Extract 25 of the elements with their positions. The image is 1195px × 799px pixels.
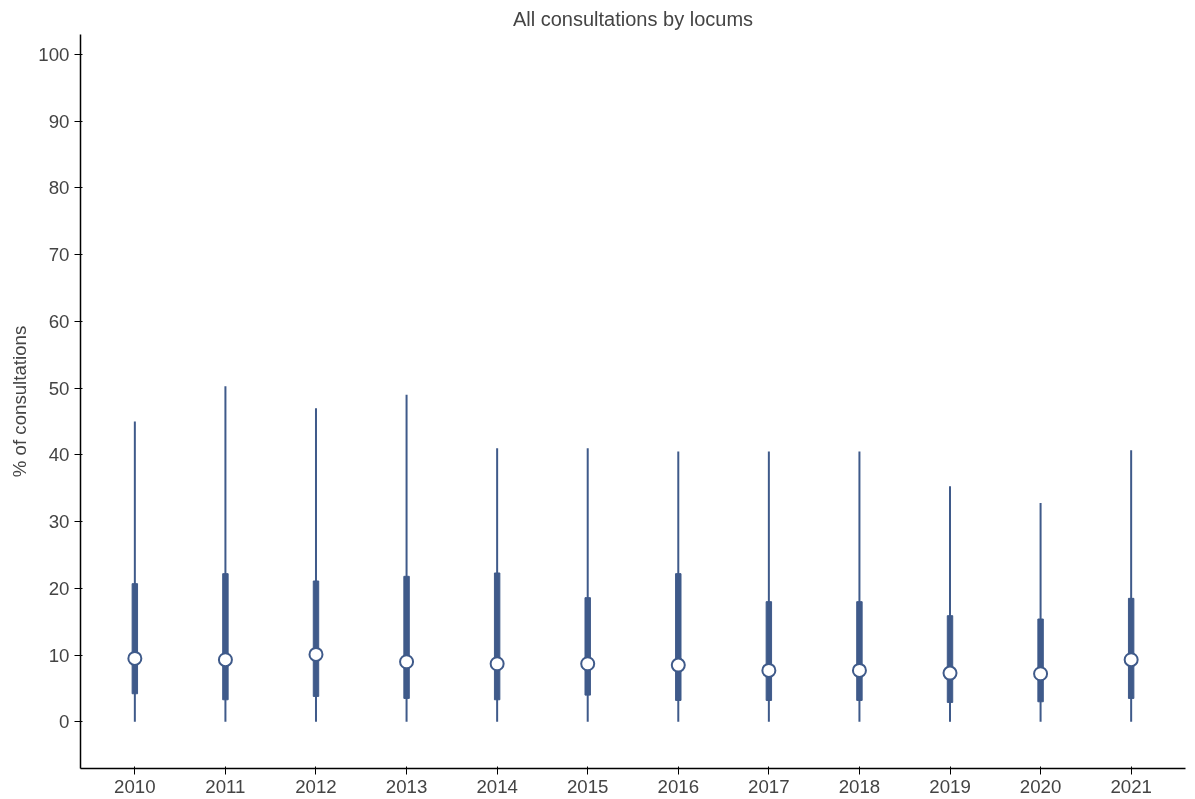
x-tick-label: 2013 — [385, 775, 428, 797]
x-tick-label: 2019 — [929, 775, 971, 797]
y-tick-label: 10 — [48, 644, 70, 666]
x-tick-label: 2012 — [295, 775, 337, 797]
x-tick-label: 2016 — [657, 775, 700, 797]
x-tick-label: 2015 — [566, 775, 609, 797]
x-tick-label: 2017 — [748, 775, 790, 797]
x-tick-label: 2021 — [1110, 775, 1152, 797]
x-tick-label: 2010 — [114, 775, 156, 797]
y-tick-label: 40 — [48, 444, 70, 466]
y-tick-label: 100 — [38, 44, 70, 66]
x-tick-label: 2014 — [476, 775, 518, 797]
y-tick-label: 70 — [48, 244, 70, 266]
y-tick-label: 30 — [48, 511, 70, 533]
chart-title: All consultations by locums — [512, 7, 754, 30]
x-tick-label: 2011 — [205, 775, 246, 797]
x-tick-label: 2018 — [838, 775, 881, 797]
y-axis-title: % of consultations — [9, 325, 31, 478]
y-tick-label: 50 — [48, 377, 70, 399]
y-tick-label: 60 — [48, 310, 70, 332]
y-tick-label: 20 — [48, 577, 70, 599]
y-tick-label: 80 — [48, 177, 70, 199]
y-tick-label: 90 — [48, 110, 70, 132]
y-tick-label: 0 — [59, 711, 70, 733]
x-tick-label: 2020 — [1019, 775, 1062, 797]
